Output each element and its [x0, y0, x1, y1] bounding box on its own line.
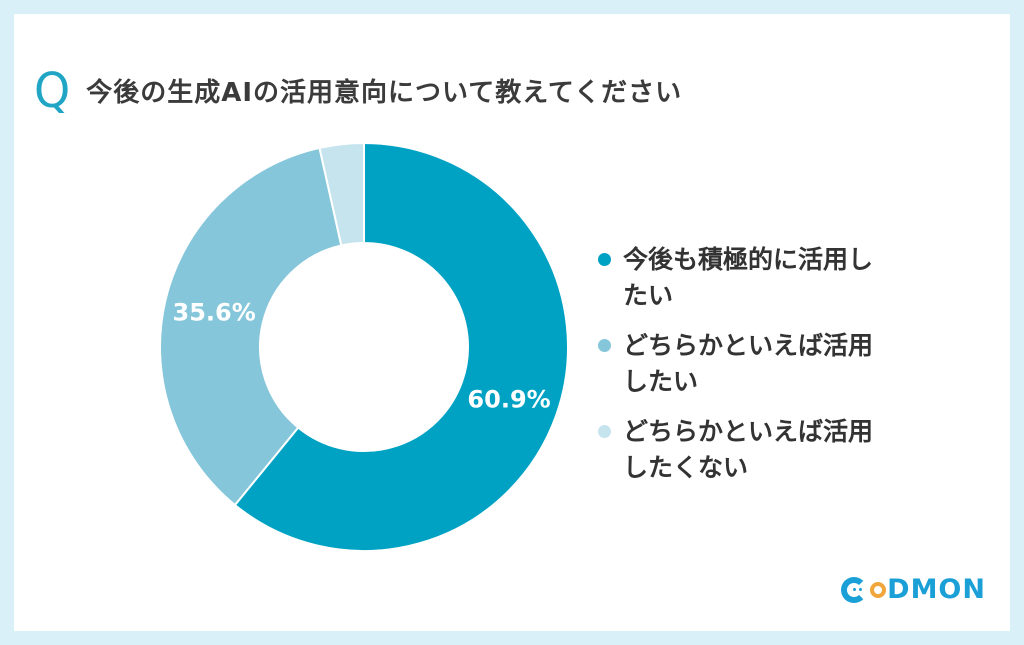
question-text: 今後の生成AIの活用意向について教えてください: [86, 77, 683, 108]
slice-active-value-label: 60.9%: [467, 386, 550, 414]
slice-not: [318, 141, 365, 247]
question-mark-label: Q: [34, 61, 71, 119]
legend-dot-active: [598, 253, 611, 266]
legend-dot-somewhat: [598, 339, 611, 352]
legend-item-somewhat: どちらかといえば活用したい: [598, 328, 918, 400]
donut-chart: 60.9% 35.6%: [159, 141, 569, 552]
question-header: Q 今後の生成AIの活用意向について教えてください: [34, 60, 682, 120]
legend-item-active: 今後も積極的に活用したい: [598, 242, 918, 314]
logo-c-face-icon: [841, 576, 868, 603]
logo-text: DMON: [887, 574, 986, 605]
codmon-logo: DMON: [841, 574, 986, 605]
legend-label-not: どちらかといえば活用したくない: [623, 417, 874, 482]
logo-o-ring-icon: [870, 581, 887, 598]
legend-item-not: どちらかといえば活用したくない: [598, 414, 918, 486]
legend-label-somewhat: どちらかといえば活用したい: [623, 331, 874, 396]
slice-somewhat: [159, 146, 343, 507]
survey-card: Q 今後の生成AIの活用意向について教えてください 60.9% 35.6% 今後も…: [14, 14, 1010, 631]
slice-active: [233, 141, 569, 552]
chart-legend: 今後も積極的に活用したい どちらかといえば活用したい どちらかといえば活用したく…: [598, 242, 918, 500]
legend-label-active: 今後も積極的に活用したい: [623, 245, 874, 310]
legend-dot-not: [598, 425, 611, 438]
slice-somewhat-value-label: 35.6%: [173, 299, 256, 327]
